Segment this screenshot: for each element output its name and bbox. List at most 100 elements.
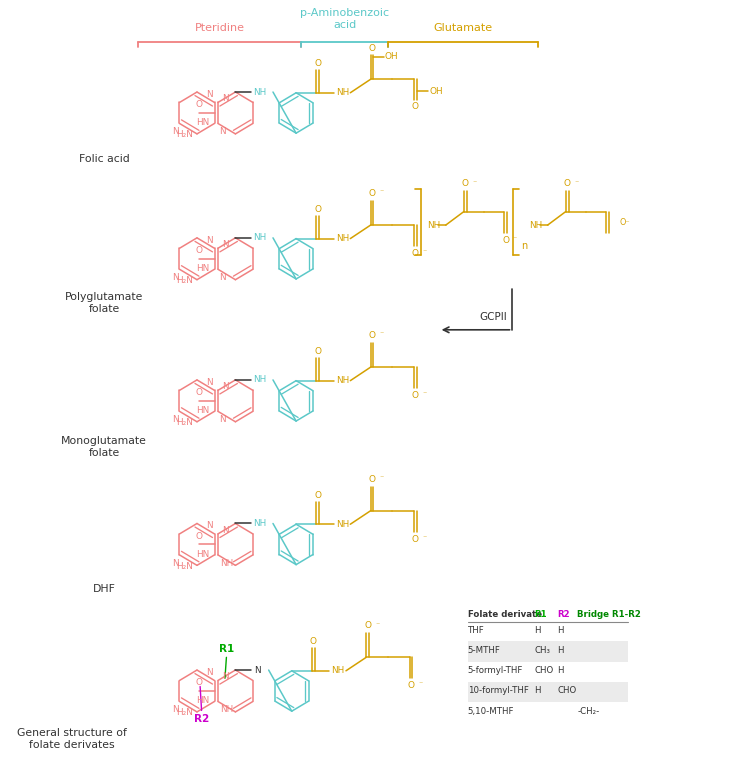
Text: NH: NH: [220, 559, 234, 568]
Text: 5-MTHF: 5-MTHF: [468, 646, 501, 655]
Text: Monoglutamate
folate: Monoglutamate folate: [61, 436, 147, 458]
Text: N: N: [172, 559, 179, 568]
Text: HN: HN: [196, 406, 209, 415]
Text: O: O: [412, 102, 419, 111]
Text: HN: HN: [196, 118, 209, 127]
Text: Polyglutamate
folate: Polyglutamate folate: [65, 293, 143, 314]
Text: O: O: [195, 531, 202, 540]
Text: N: N: [206, 89, 212, 99]
Text: CH₃: CH₃: [534, 646, 550, 655]
Text: ⁻: ⁻: [575, 178, 578, 187]
Text: H₂N: H₂N: [176, 276, 193, 285]
Text: General structure of
folate derivates: General structure of folate derivates: [17, 728, 127, 750]
Text: H₂N: H₂N: [176, 562, 193, 571]
Text: O: O: [195, 388, 202, 397]
Text: OH: OH: [429, 86, 443, 96]
Text: NH: NH: [253, 375, 266, 384]
Text: R2: R2: [557, 610, 570, 619]
Text: Folate derivate: Folate derivate: [468, 610, 542, 619]
Text: O: O: [314, 347, 321, 356]
Text: N: N: [220, 415, 226, 424]
Text: H₂N: H₂N: [176, 418, 193, 427]
Text: N: N: [223, 240, 229, 249]
Text: ⁻: ⁻: [422, 533, 427, 542]
Text: O: O: [368, 331, 376, 340]
Text: NH: NH: [220, 705, 234, 714]
Text: ⁻: ⁻: [422, 248, 427, 256]
Text: Folic acid: Folic acid: [79, 154, 130, 164]
Text: O: O: [364, 622, 371, 631]
Text: N: N: [223, 672, 229, 681]
Text: H₂N: H₂N: [176, 708, 193, 717]
Text: O: O: [310, 637, 317, 646]
Text: ⁻: ⁻: [380, 473, 384, 482]
Text: CHO: CHO: [534, 666, 553, 675]
Text: -CH₂-: -CH₂-: [578, 706, 600, 716]
Text: N: N: [172, 415, 179, 424]
Text: N: N: [223, 526, 229, 534]
Text: N: N: [220, 127, 226, 136]
Text: NH: NH: [253, 519, 266, 528]
Text: ⁻: ⁻: [376, 620, 380, 629]
Text: NH: NH: [427, 221, 440, 230]
Text: O: O: [368, 190, 376, 198]
Text: 5-formyl-THF: 5-formyl-THF: [468, 666, 523, 675]
Bar: [468, 641, 628, 662]
Text: N: N: [223, 94, 229, 103]
Text: HN: HN: [196, 264, 209, 273]
Text: O: O: [412, 249, 419, 258]
Text: R1: R1: [534, 610, 547, 619]
Text: N: N: [220, 273, 226, 282]
Text: THF: THF: [468, 626, 485, 634]
Text: 10-formyl-THF: 10-formyl-THF: [468, 687, 529, 695]
Text: NH: NH: [336, 520, 349, 529]
Text: N: N: [172, 127, 179, 136]
Text: HN: HN: [196, 550, 209, 559]
Bar: [468, 681, 628, 702]
Text: H: H: [557, 666, 564, 675]
Text: O: O: [314, 490, 321, 500]
Text: ⁻: ⁻: [380, 188, 384, 197]
Text: 5,10-MTHF: 5,10-MTHF: [468, 706, 514, 716]
Text: ⁻: ⁻: [472, 178, 477, 187]
Text: NH: NH: [529, 221, 542, 230]
Text: O: O: [195, 678, 202, 688]
Text: Bridge R1-R2: Bridge R1-R2: [578, 610, 641, 619]
Text: NH: NH: [253, 87, 266, 96]
Text: O: O: [502, 236, 509, 245]
Text: H: H: [557, 646, 564, 655]
Text: NH: NH: [336, 88, 349, 97]
Text: O: O: [564, 180, 570, 189]
Text: O: O: [412, 391, 419, 400]
Text: H₂N: H₂N: [176, 130, 193, 139]
Text: p-Aminobenzoic
acid: p-Aminobenzoic acid: [300, 8, 389, 30]
Text: ⁻: ⁻: [513, 234, 517, 243]
Text: HN: HN: [196, 696, 209, 705]
Text: ⁻: ⁻: [380, 330, 384, 339]
Text: GCPII: GCPII: [479, 312, 507, 322]
Text: OH: OH: [384, 52, 398, 61]
Text: N: N: [206, 522, 212, 530]
Text: O: O: [462, 180, 468, 189]
Text: DHF: DHF: [93, 584, 116, 594]
Text: NH: NH: [336, 234, 349, 243]
Text: R1: R1: [219, 644, 234, 653]
Text: N: N: [172, 705, 179, 714]
Text: N: N: [223, 382, 229, 391]
Text: O: O: [195, 100, 202, 109]
Text: H: H: [534, 626, 541, 634]
Text: H: H: [557, 626, 564, 634]
Text: O: O: [368, 44, 376, 53]
Text: O: O: [412, 534, 419, 543]
Text: R2: R2: [194, 714, 209, 724]
Text: N: N: [172, 273, 179, 282]
Text: N: N: [206, 236, 212, 245]
Text: H: H: [534, 687, 541, 695]
Text: Pteridine: Pteridine: [195, 23, 244, 33]
Text: O: O: [368, 475, 376, 484]
Text: n: n: [522, 240, 528, 251]
Text: ⁻: ⁻: [418, 680, 422, 689]
Text: NH: NH: [336, 376, 349, 385]
Text: NH: NH: [253, 233, 266, 243]
Text: O⁻: O⁻: [619, 218, 630, 227]
